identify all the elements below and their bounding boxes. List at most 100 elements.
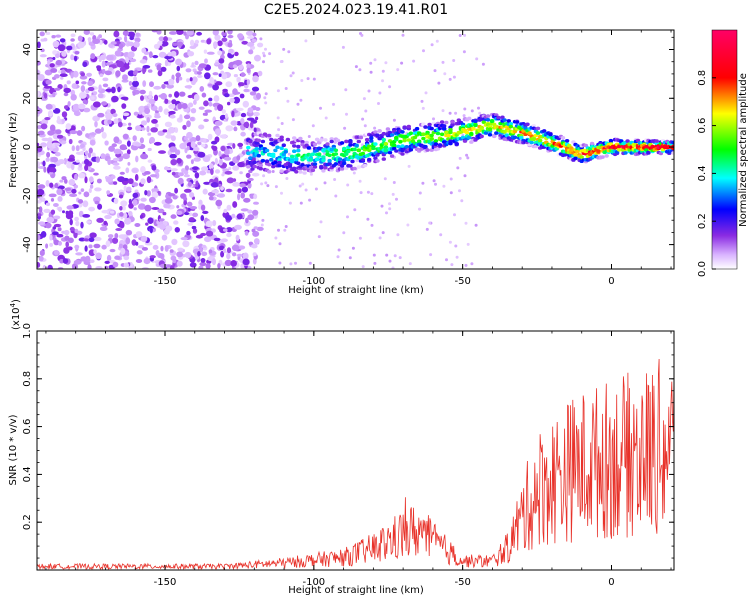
spectrogram-cell: [310, 168, 316, 173]
spectrogram-cell: [104, 260, 110, 264]
spectrogram-cell: [393, 254, 397, 258]
spectrogram-cell: [258, 166, 263, 171]
spectrogram-cell: [157, 70, 163, 77]
y-tick-label: 0.4: [22, 466, 33, 482]
spectrogram-cell: [560, 136, 566, 140]
spectrogram-cell: [462, 50, 466, 54]
spectrogram-cell: [110, 108, 116, 115]
spectrogram-cell: [467, 135, 472, 140]
spectrogram-cell: [425, 227, 429, 231]
spectrogram-cell: [381, 69, 385, 73]
spectrogram-cell: [194, 172, 200, 179]
spectrogram-cell: [249, 121, 254, 129]
spectrogram-cell: [78, 103, 86, 110]
spectrogram-cell: [176, 210, 183, 215]
spectrogram-cell: [192, 212, 199, 218]
spectrogram-cell: [37, 41, 41, 49]
spectrogram-cell: [87, 80, 94, 87]
spectrogram-cell: [73, 259, 82, 265]
spectrogram-cell: [573, 152, 578, 157]
spectrogram-cell: [163, 36, 169, 42]
spectrogram-cell: [176, 65, 181, 72]
multiplier-text: (x10: [11, 307, 22, 330]
spectrogram-cell: [608, 142, 614, 146]
spectrogram-cell: [373, 58, 377, 62]
spectrogram-cell: [151, 165, 157, 171]
spectrogram-cell: [173, 220, 179, 225]
spectrogram-cell: [231, 244, 240, 251]
spectrogram-cell: [260, 139, 266, 144]
spectrogram-cell: [151, 207, 160, 210]
spectrogram-cells: [37, 30, 674, 269]
spectrogram-cell: [378, 91, 382, 95]
spectrogram-cell: [252, 75, 259, 83]
spectrogram-cell: [212, 145, 218, 151]
spectrogram-cell: [391, 192, 395, 196]
spectrogram-cell: [102, 83, 109, 88]
spectrogram-cell: [361, 117, 365, 121]
spectrogram-cell: [279, 135, 284, 140]
spectrogram-cell: [236, 253, 243, 257]
spectrogram-cell: [147, 147, 152, 152]
spectrogram-cell: [139, 89, 146, 95]
spectrogram-cell: [181, 103, 188, 109]
spectrogram-cell: [392, 118, 396, 122]
spectrogram-cell: [383, 148, 389, 152]
spectrogram-cell: [84, 158, 90, 166]
spectrogram-cell: [429, 126, 434, 131]
spectrogram-cell: [93, 172, 99, 176]
spectrogram-cell: [45, 31, 51, 35]
spectrogram-cell: [108, 234, 114, 239]
spectrogram-cell: [101, 132, 107, 139]
spectrogram-cell: [126, 140, 131, 147]
spectrogram-cell: [47, 110, 54, 117]
spectrogram-cell: [299, 98, 303, 102]
spectrogram-cell: [259, 37, 263, 41]
spectrogram-cell: [389, 133, 395, 137]
spectrogram-cell: [70, 54, 74, 61]
x-tick-label: -100: [302, 577, 325, 588]
spectrogram-cell: [406, 138, 411, 142]
x-tick-label: 0: [608, 577, 614, 588]
spectrogram-cell: [54, 152, 61, 157]
spectrogram-cell: [45, 243, 49, 249]
spectrogram-cell: [153, 43, 160, 50]
spectrogram-cell: [240, 208, 249, 212]
spectrogram-cell: [277, 160, 282, 165]
spectrogram-cell: [198, 106, 205, 110]
spectrogram-cell: [429, 253, 433, 257]
spectrogram-cell: [267, 162, 272, 167]
spectrogram-cell: [88, 132, 97, 136]
colorbar: [711, 29, 738, 270]
spectrogram-cell: [247, 177, 254, 182]
spectrogram-cell: [90, 96, 95, 100]
spectrogram-cell: [47, 130, 55, 136]
spectrogram-cell: [287, 50, 291, 54]
spectrogram-cell: [184, 85, 193, 89]
spectrogram-cell: [37, 262, 41, 268]
spectrogram-cell: [289, 154, 295, 159]
spectrogram-cell: [168, 78, 175, 86]
spectrogram-cell: [75, 159, 80, 163]
spectrogram-cell: [55, 129, 62, 135]
spectrogram-cell: [252, 230, 260, 237]
spectrogram-cell: [200, 166, 209, 171]
spectrogram-cell: [97, 93, 104, 99]
spectrogram-cell: [464, 130, 470, 135]
spectrogram-cell: [200, 204, 206, 211]
spectrogram-cell: [66, 80, 71, 85]
spectrogram-cell: [364, 137, 370, 142]
spectrogram-cell: [251, 86, 260, 92]
spectrogram-cell: [245, 30, 254, 36]
spectrogram-cell: [105, 176, 114, 183]
spectrogram-cell: [278, 261, 282, 265]
spectrogram-cell: [333, 148, 339, 153]
spectrogram-cell: [448, 240, 452, 244]
spectrogram-cell: [329, 139, 334, 144]
spectrogram-cell: [327, 158, 332, 163]
spectrogram-cell: [45, 222, 52, 229]
spectrogram-cell: [134, 223, 141, 227]
spectrogram-cell: [158, 36, 165, 42]
spectrogram-cell: [144, 190, 148, 196]
spectrogram-cell: [91, 152, 96, 157]
